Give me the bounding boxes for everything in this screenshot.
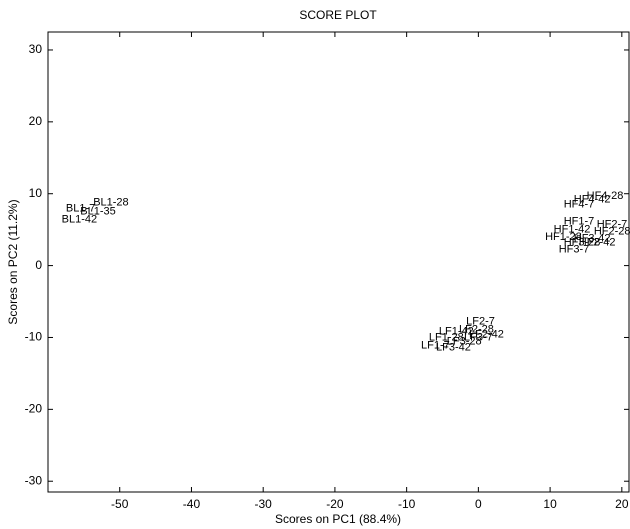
point-label: BL1-28 (93, 197, 128, 209)
point-label: HF4-42 (574, 193, 611, 205)
point-label: BL1-35 (80, 206, 115, 218)
point-label: LF3-28 (447, 336, 482, 348)
point-label: HF2-28 (594, 226, 630, 238)
point-label: HF2-7 (597, 219, 628, 231)
point-label: LF1-7 (421, 339, 450, 351)
point-label: HF1-42 (554, 224, 591, 236)
y-tick-label: 20 (29, 114, 43, 128)
y-tick-label: -20 (25, 402, 43, 416)
y-tick-label: 0 (35, 258, 42, 272)
y-tick-label: -10 (25, 330, 43, 344)
point-label: LF3-42 (436, 341, 471, 353)
point-label: LF2-7 (466, 316, 495, 328)
point-label: HF1-28 (545, 231, 582, 243)
y-tick-label: -30 (25, 473, 43, 487)
point-label: LF2-42 (469, 329, 504, 341)
point-label: HF3-7 (559, 244, 590, 256)
x-tick-label: -50 (111, 497, 129, 511)
y-tick-label: 10 (29, 186, 43, 200)
point-label: HF3-42 (574, 233, 611, 245)
x-tick-label: 20 (615, 497, 629, 511)
point-label: HF2-42 (579, 237, 616, 249)
y-tick-label: 30 (29, 42, 43, 56)
point-label: HF4-28 (587, 190, 624, 202)
point-label: LF1-42 (439, 326, 474, 338)
plot-frame (47, 31, 630, 493)
y-axis-label: Scores on PC2 (11.2%) (6, 199, 20, 324)
point-label: LF3-7 (464, 331, 493, 343)
x-tick-label: 10 (543, 497, 557, 511)
x-tick-label: -20 (326, 497, 344, 511)
x-axis-label: Scores on PC1 (88.4%) (275, 512, 401, 526)
point-label: LF1-28 (429, 331, 464, 343)
x-tick-label: -40 (183, 497, 201, 511)
point-label: LF2-28 (459, 323, 494, 335)
point-label: BL1-7 (66, 203, 95, 215)
x-tick-label: -10 (398, 497, 416, 511)
chart-title: SCORE PLOT (299, 8, 377, 22)
x-tick-label: -30 (255, 497, 273, 511)
point-label: BL1-42 (62, 214, 97, 226)
x-tick-label: 0 (475, 497, 482, 511)
point-label: HF1-7 (564, 216, 595, 228)
point-label: HF3-28 (564, 237, 601, 249)
point-label: HF4-7 (564, 198, 595, 210)
